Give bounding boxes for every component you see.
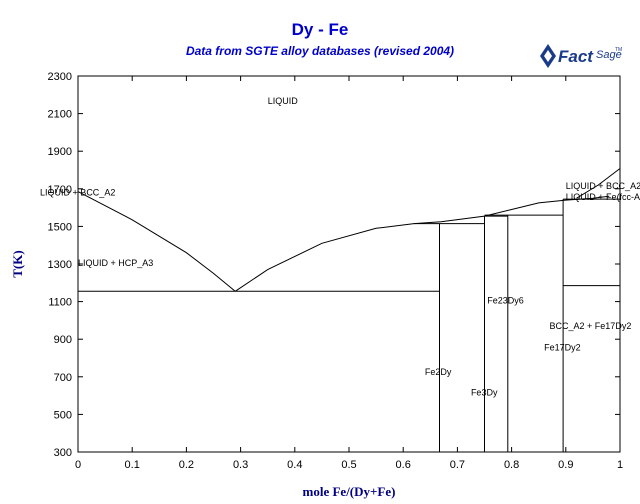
x-tick-label: 0.7 (450, 459, 465, 471)
y-tick-label: 1300 (48, 259, 72, 271)
logo-trademark: TM (615, 47, 622, 53)
logo-text-main: Fact (558, 47, 594, 66)
logo-text-sage: Sage (596, 49, 622, 61)
region-label: LIQUID + Fe(fcc-A1 (566, 192, 640, 202)
region-label: Fe2Dy (425, 367, 452, 377)
y-tick-label: 2300 (48, 71, 72, 83)
region-label: LIQUID + BCC_A2 (566, 181, 640, 191)
y-tick-label: 2100 (48, 109, 72, 121)
x-tick-label: 0.4 (287, 459, 302, 471)
region-label: Fe3Dy (471, 388, 498, 398)
region-label: Fe17Dy2 (544, 342, 581, 352)
x-tick-label: 0.3 (233, 459, 248, 471)
y-axis-label: T(K) (10, 250, 25, 277)
chart-subtitle: Data from SGTE alloy databases (revised … (185, 44, 455, 58)
x-tick-label: 0.9 (558, 459, 573, 471)
region-label: LIQUID + BCC_A2 (40, 187, 115, 197)
y-tick-label: 1900 (48, 146, 72, 158)
region-label: LIQUID (268, 96, 299, 106)
y-tick-label: 1700 (48, 184, 72, 196)
x-tick-label: 0.2 (179, 459, 194, 471)
x-tick-label: 0.5 (341, 459, 356, 471)
plot-frame (77, 75, 621, 453)
chart-title: Dy - Fe (291, 20, 349, 39)
x-tick-label: 0.1 (125, 459, 140, 471)
x-tick-label: 0.6 (396, 459, 411, 471)
x-tick-label: 0.8 (504, 459, 519, 471)
y-tick-label: 900 (54, 334, 72, 346)
y-tick-label: 1100 (48, 297, 72, 309)
phase-line-liquidus-fe-side (576, 168, 621, 199)
y-tick-label: 500 (54, 409, 72, 421)
x-axis-label: mole Fe/(Dy+Fe) (303, 484, 396, 499)
region-label: BCC_A2 + Fe17Dy2 (550, 321, 632, 331)
y-tick-label: 700 (54, 372, 72, 384)
x-tick-label: 0 (75, 459, 81, 471)
y-tick-label: 300 (54, 447, 72, 459)
y-tick-label: 1500 (48, 221, 72, 233)
factsage-logo: Fact Sage TM (538, 38, 622, 72)
x-tick-label: 1 (617, 459, 623, 471)
region-label: Fe23Dy6 (487, 295, 524, 305)
region-label: LIQUID + HCP_A3 (78, 258, 153, 268)
factsage-logo-icon: Fact Sage TM (540, 44, 622, 68)
phase-line-liquidus-dy-side (77, 191, 236, 292)
phase-line-liquidus-mid (234, 195, 610, 292)
